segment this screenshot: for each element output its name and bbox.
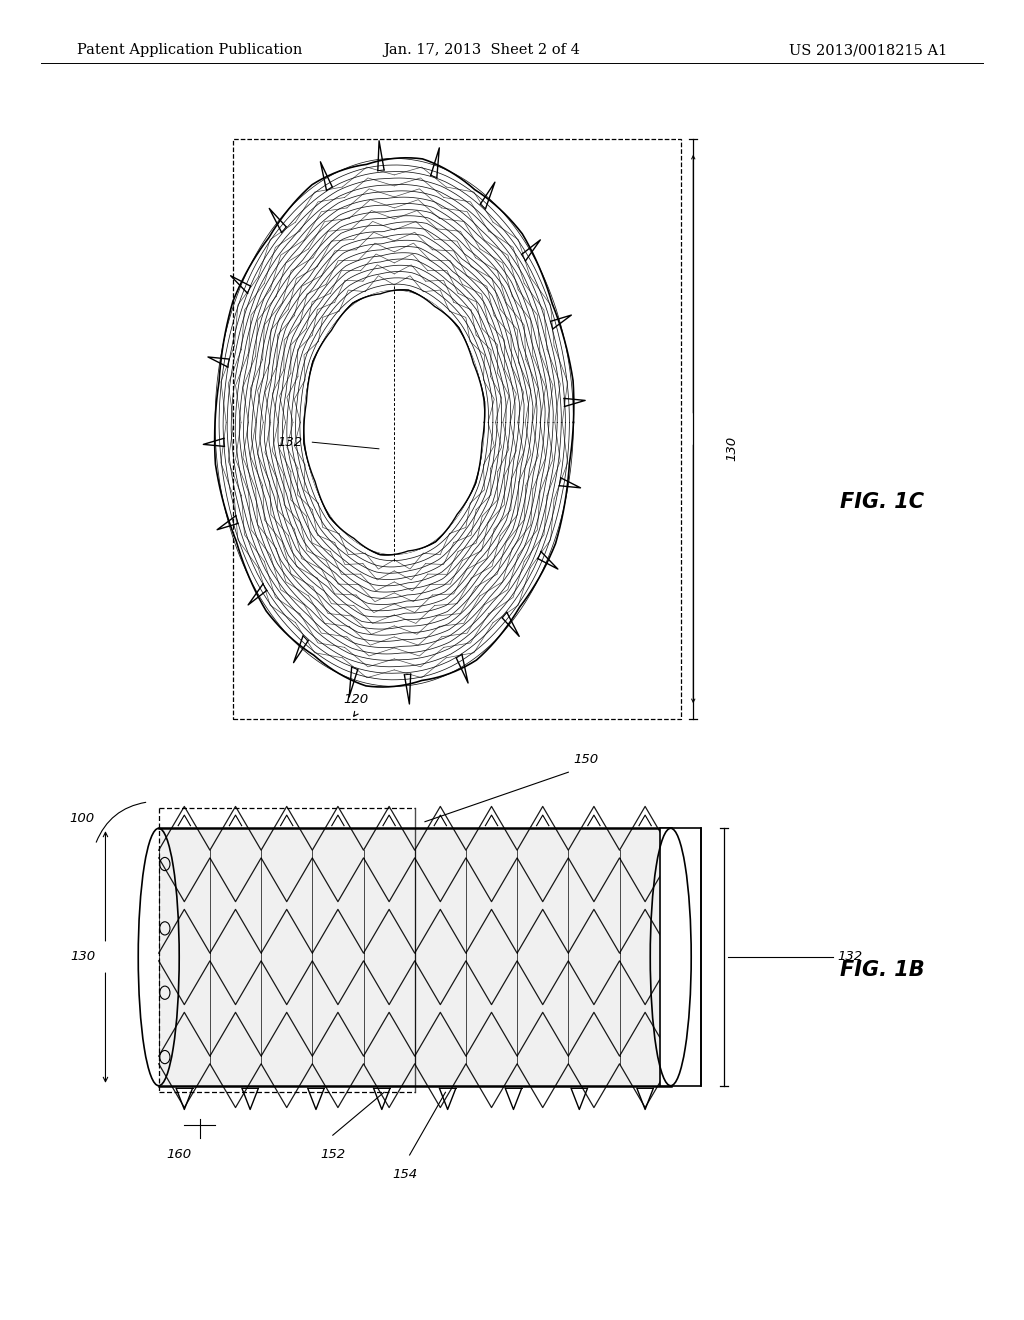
- Text: 132: 132: [276, 436, 302, 449]
- Text: 100: 100: [70, 812, 95, 825]
- Bar: [159, 829, 671, 1085]
- Text: 130: 130: [70, 950, 95, 964]
- Text: US 2013/0018215 A1: US 2013/0018215 A1: [788, 44, 947, 57]
- Text: 120: 120: [344, 693, 369, 706]
- Polygon shape: [304, 290, 484, 554]
- Text: FIG. 1C: FIG. 1C: [840, 491, 924, 512]
- Text: 152: 152: [321, 1148, 345, 1162]
- Text: Jan. 17, 2013  Sheet 2 of 4: Jan. 17, 2013 Sheet 2 of 4: [383, 44, 580, 57]
- Bar: [660, 829, 701, 1085]
- Text: 132: 132: [838, 950, 863, 964]
- Polygon shape: [304, 290, 484, 554]
- Text: 150: 150: [573, 752, 599, 766]
- Text: 130: 130: [726, 436, 738, 462]
- Text: 154: 154: [392, 1168, 417, 1181]
- Text: 160: 160: [167, 1148, 191, 1162]
- Text: FIG. 1B: FIG. 1B: [840, 960, 925, 981]
- Text: Patent Application Publication: Patent Application Publication: [77, 44, 302, 57]
